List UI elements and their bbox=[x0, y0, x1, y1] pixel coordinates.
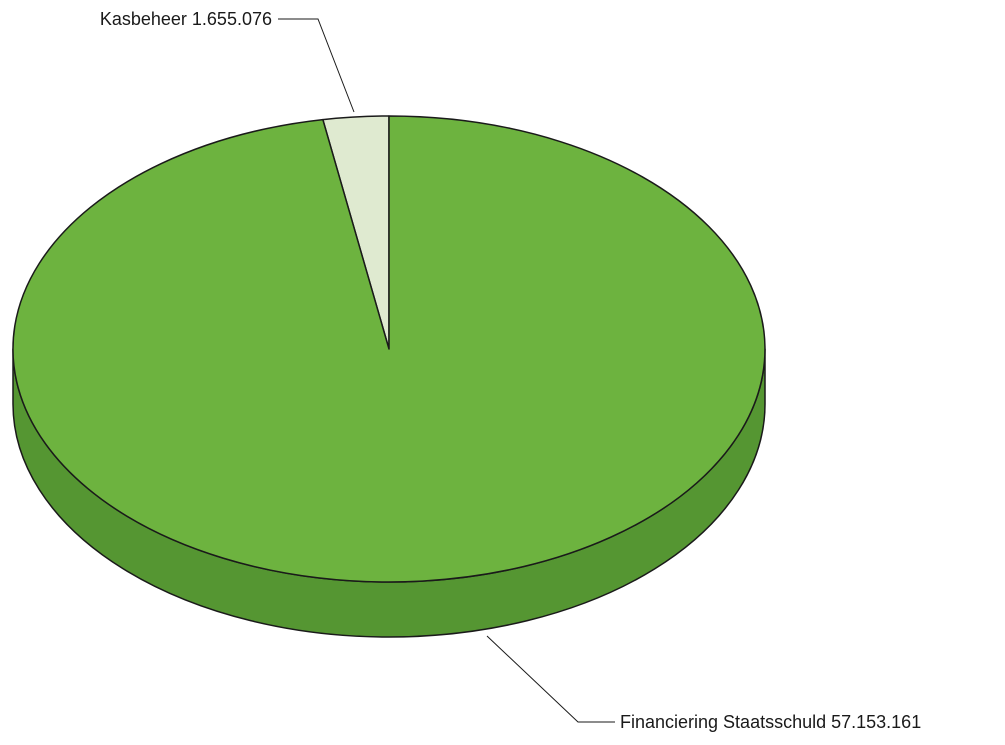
slice-label-financiering-staatsschuld: Financiering Staatsschuld 57.153.161 bbox=[620, 712, 921, 732]
pie-labels-layer: Kasbeheer 1.655.076 Financiering Staatss… bbox=[100, 9, 921, 732]
slice-label-kasbeheer: Kasbeheer 1.655.076 bbox=[100, 9, 272, 29]
pie-slice-financiering-staatsschuld bbox=[12, 115, 766, 583]
slice-leader-line-financiering-staatsschuld bbox=[486, 635, 615, 723]
slice-leader-line-kasbeheer bbox=[278, 18, 355, 113]
pie-top-layer bbox=[12, 115, 766, 583]
